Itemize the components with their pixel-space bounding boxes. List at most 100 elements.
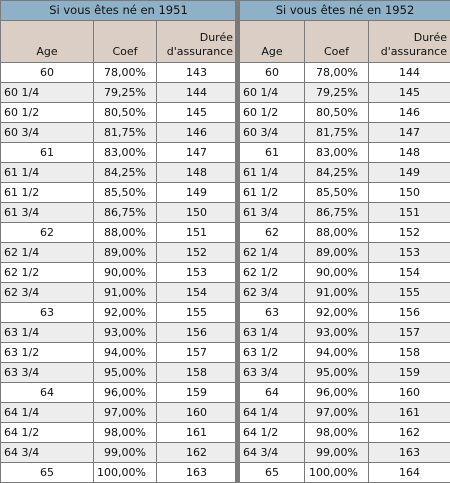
cell-age: 61 1/4 [239,162,305,183]
cell-duree: 157 [156,342,237,363]
cell-age: 63 1/4 [0,322,94,343]
table-header-row: Age Coef Durée d'assurance [239,20,450,63]
cell-duree: 154 [368,262,450,283]
cell-age: 62 [239,222,305,243]
table-row: 61 3/4 86,75% 150 [0,202,237,223]
table-separator [235,0,239,483]
table-row: 61 83,00% 147 [0,142,237,163]
table-row: 61 83,00% 148 [239,142,450,163]
table-row: 63 1/2 94,00% 158 [239,342,450,363]
table-row: 60 78,00% 143 [0,62,237,83]
cell-age: 65 [239,462,305,483]
table-row: 63 92,00% 156 [239,302,450,323]
cell-age: 61 3/4 [0,202,94,223]
cell-duree: 144 [368,62,450,83]
table-row: 63 1/4 93,00% 156 [0,322,237,343]
table-row: 62 3/4 91,00% 154 [0,282,237,303]
table-row: 60 78,00% 144 [239,62,450,83]
table-row: 62 1/4 89,00% 152 [0,242,237,263]
table-row: 61 1/4 84,25% 149 [239,162,450,183]
cell-age: 62 [0,222,94,243]
cell-coef: 95,00% [304,362,369,383]
cell-duree: 155 [368,282,450,303]
table-row: 60 3/4 81,75% 146 [0,122,237,143]
cell-duree: 147 [156,142,237,163]
table-row: 60 1/2 80,50% 146 [239,102,450,123]
table-title-row: Si vous êtes né en 1951 [0,0,237,21]
table-row: 61 1/2 85,50% 150 [239,182,450,203]
cell-coef: 100,00% [304,462,369,483]
cell-coef: 80,50% [93,102,157,123]
cell-coef: 93,00% [93,322,157,343]
cell-age: 63 1/2 [239,342,305,363]
cell-duree: 157 [368,322,450,343]
cell-coef: 92,00% [93,302,157,323]
cell-coef: 90,00% [304,262,369,283]
cell-duree: 158 [156,362,237,383]
cell-coef: 88,00% [93,222,157,243]
cell-age: 64 1/2 [239,422,305,443]
cell-age: 65 [0,462,94,483]
table-row: 62 88,00% 152 [239,222,450,243]
table-row: 64 3/4 99,00% 162 [0,442,237,463]
table-row: 64 96,00% 160 [239,382,450,403]
cell-coef: 89,00% [304,242,369,263]
table-row: 60 3/4 81,75% 147 [239,122,450,143]
cell-duree: 151 [156,222,237,243]
cell-coef: 79,25% [93,82,157,103]
cell-age: 61 1/4 [0,162,94,183]
header-age: Age [239,20,305,63]
cell-duree: 158 [368,342,450,363]
cell-age: 63 [0,302,94,323]
cell-coef: 78,00% [304,62,369,83]
table-row: 60 1/2 80,50% 145 [0,102,237,123]
table-row: 64 1/4 97,00% 161 [239,402,450,423]
cell-coef: 96,00% [93,382,157,403]
table-row: 64 1/2 98,00% 162 [239,422,450,443]
table-1951-panel: Si vous êtes né en 1951 Age Coef Durée d'ass… [0,0,237,483]
cell-duree: 145 [156,102,237,123]
cell-age: 60 1/2 [239,102,305,123]
cell-coef: 100,00% [93,462,157,483]
table-row: 65 100,00% 163 [0,462,237,483]
table-row: 62 1/2 90,00% 154 [239,262,450,283]
cell-duree: 161 [368,402,450,423]
cell-coef: 78,00% [93,62,157,83]
cell-duree: 154 [156,282,237,303]
cell-age: 60 1/4 [239,82,305,103]
header-age: Age [0,20,94,63]
cell-duree: 145 [368,82,450,103]
cell-coef: 81,75% [304,122,369,143]
cell-age: 60 1/2 [0,102,94,123]
table-row: 60 1/4 79,25% 144 [0,82,237,103]
header-coef: Coef [304,20,369,63]
cell-coef: 98,00% [93,422,157,443]
table-row: 63 3/4 95,00% 158 [0,362,237,383]
cell-duree: 150 [368,182,450,203]
cell-age: 63 [239,302,305,323]
cell-coef: 79,25% [304,82,369,103]
cell-age: 61 1/2 [0,182,94,203]
table-title: Si vous êtes né en 1951 [0,0,237,21]
cell-duree: 146 [368,102,450,123]
table-row: 64 3/4 99,00% 163 [239,442,450,463]
cell-age: 64 [239,382,305,403]
cell-duree: 160 [156,402,237,423]
cell-coef: 97,00% [93,402,157,423]
header-duree-line1: Durée [199,31,233,44]
table-row: 60 1/4 79,25% 145 [239,82,450,103]
cell-age: 64 3/4 [0,442,94,463]
cell-coef: 98,00% [304,422,369,443]
cell-coef: 80,50% [304,102,369,123]
cell-coef: 90,00% [93,262,157,283]
cell-age: 64 1/4 [0,402,94,423]
cell-age: 61 [239,142,305,163]
cell-coef: 85,50% [93,182,157,203]
table-row: 62 3/4 91,00% 155 [239,282,450,303]
cell-coef: 83,00% [93,142,157,163]
cell-coef: 95,00% [93,362,157,383]
cell-age: 64 1/2 [0,422,94,443]
cell-age: 63 3/4 [0,362,94,383]
table-row: 63 1/4 93,00% 157 [239,322,450,343]
header-duree: Durée d'assurance [368,20,450,63]
